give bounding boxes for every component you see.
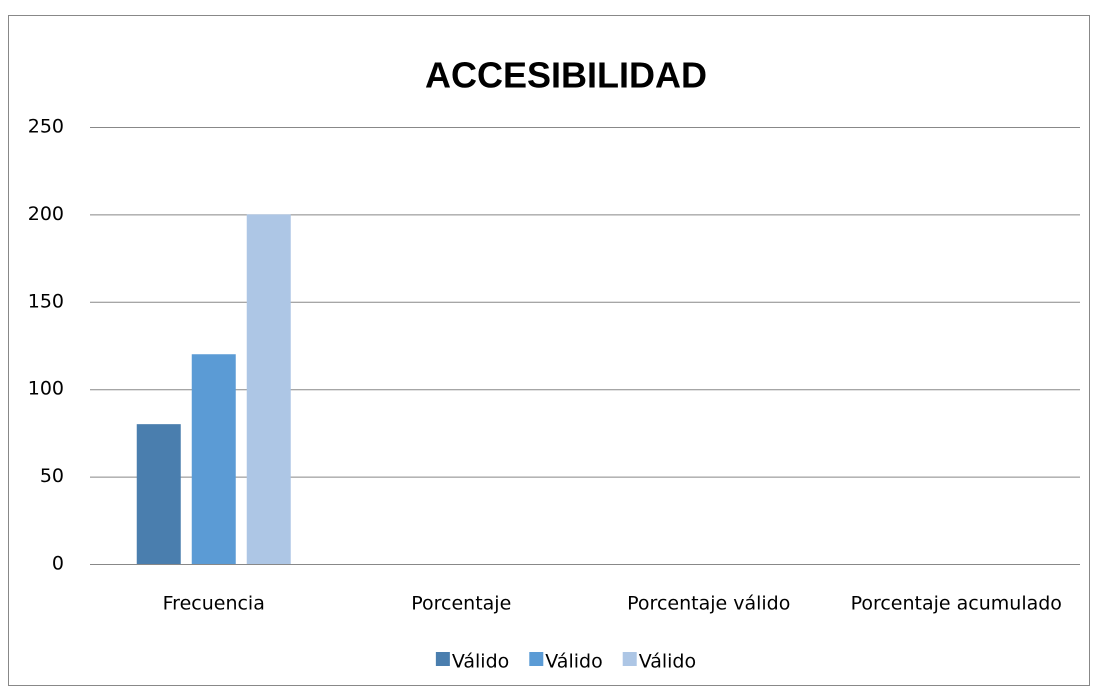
legend-label: Válido (545, 651, 602, 673)
bar (246, 214, 291, 564)
y-tick-label: 250 (28, 116, 64, 138)
x-tick-label: Porcentaje válido (627, 593, 790, 615)
legend-swatch (435, 652, 450, 666)
legend-swatch (622, 652, 637, 666)
legend-label: Válido (639, 651, 696, 673)
y-tick-label: 0 (52, 553, 64, 575)
y-tick-label: 100 (28, 378, 64, 400)
x-tick-label: Frecuencia (163, 593, 265, 615)
legend-label: Válido (452, 651, 509, 673)
y-tick-label: 50 (40, 465, 64, 487)
x-tick-label: Porcentaje (411, 593, 511, 615)
chart-title: ACCESIBILIDAD (425, 55, 707, 96)
x-tick-label: Porcentaje acumulado (851, 593, 1062, 615)
bar (136, 424, 181, 564)
y-tick-label: 200 (28, 203, 64, 225)
bar (191, 354, 236, 564)
legend-swatch (529, 652, 544, 666)
chart-border (8, 15, 1090, 686)
y-tick-label: 150 (28, 290, 64, 312)
